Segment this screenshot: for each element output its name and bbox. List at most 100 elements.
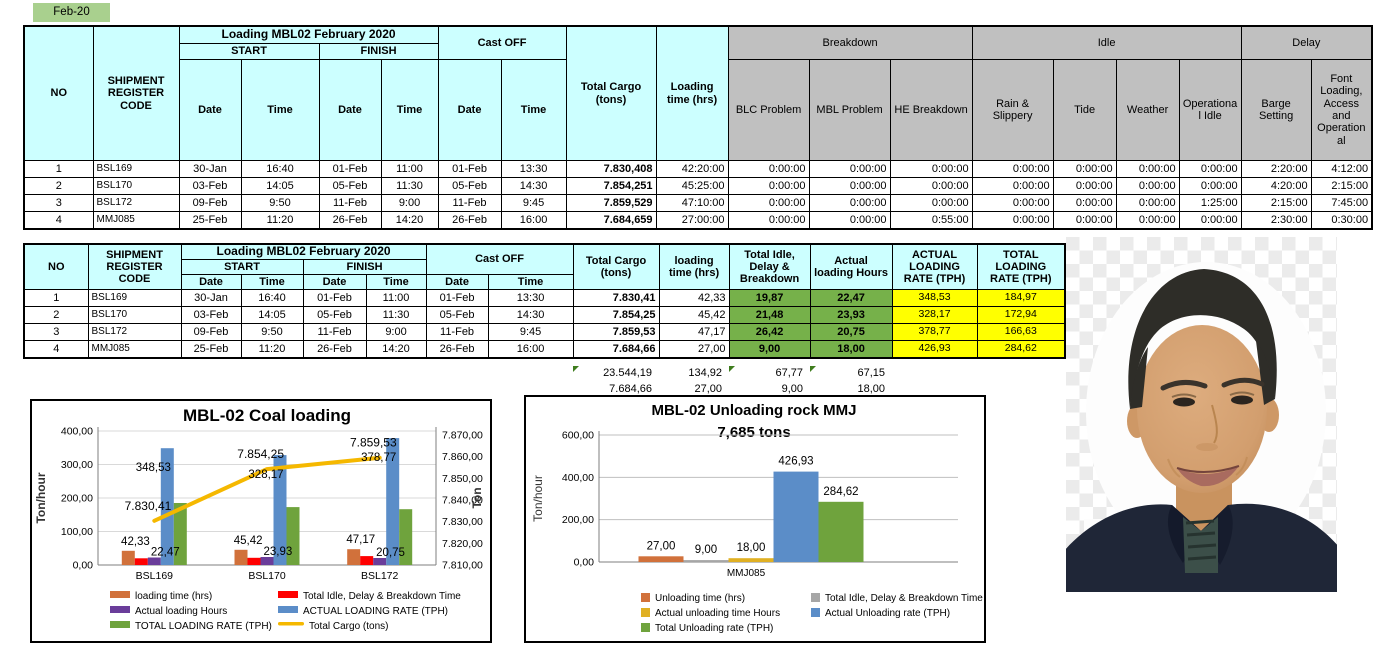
t2-cell-cargo[interactable]: 7.684,66 (572, 340, 660, 359)
t2-cell-sd[interactable]: 25-Feb (180, 340, 242, 359)
t1-cell-code[interactable]: MMJ085 (92, 211, 180, 230)
t1-cell-fd[interactable]: 05-Feb (318, 177, 382, 195)
t1-cell-he[interactable]: 0:00:00 (889, 160, 973, 178)
t2-cell-code[interactable]: MMJ085 (87, 340, 182, 359)
totals-cell[interactable]: 67,77 (728, 365, 809, 381)
header-total-cargo[interactable]: Total Cargo (tons) (565, 25, 657, 161)
t1-cell-no[interactable]: 4 (23, 211, 94, 230)
header-date-time[interactable]: Time (365, 274, 427, 290)
t1-cell-tide[interactable]: 0:00:00 (1052, 177, 1117, 195)
t1-cell-rain[interactable]: 0:00:00 (971, 160, 1054, 178)
t2-cell-fd[interactable]: 01-Feb (302, 289, 367, 307)
t2-cell-cargo[interactable]: 7.859,53 (572, 323, 660, 341)
t2-cell-trate[interactable]: 166,63 (976, 323, 1066, 341)
t1-cell-he[interactable]: 0:00:00 (889, 194, 973, 212)
header-mbl[interactable]: MBL Problem (808, 59, 891, 161)
header-font[interactable]: Font Loading, Access and Operational (1310, 59, 1373, 161)
t2-cell-trate[interactable]: 284,62 (976, 340, 1066, 359)
header-idle-group[interactable]: Idle (971, 25, 1242, 60)
t1-cell-fd[interactable]: 01-Feb (318, 160, 382, 178)
header-weather[interactable]: Weather (1115, 59, 1180, 161)
t1-cell-blc[interactable]: 0:00:00 (727, 160, 810, 178)
t1-cell-tide[interactable]: 0:00:00 (1052, 194, 1117, 212)
t2-cell-ct[interactable]: 14:30 (487, 306, 574, 324)
header-loading-group[interactable]: Loading MBL02 February 2020 (178, 25, 439, 44)
header-cast-off[interactable]: Cast OFF (425, 243, 574, 275)
t1-cell-ft[interactable]: 11:30 (380, 177, 439, 195)
header-date-time[interactable]: Time (240, 274, 304, 290)
t2-cell-st[interactable]: 9:50 (240, 323, 304, 341)
header-total-idle[interactable]: Total Idle, Delay & Breakdown (728, 243, 811, 290)
t1-cell-code[interactable]: BSL172 (92, 194, 180, 212)
t2-cell-fd[interactable]: 11-Feb (302, 323, 367, 341)
t1-cell-font[interactable]: 4:12:00 (1310, 160, 1373, 178)
t2-cell-trate[interactable]: 184,97 (976, 289, 1066, 307)
t1-cell-blc[interactable]: 0:00:00 (727, 194, 810, 212)
totals-cell[interactable]: 27,00 (694, 383, 722, 395)
t1-cell-barge[interactable]: 4:20:00 (1240, 177, 1312, 195)
t2-cell-code[interactable]: BSL172 (87, 323, 182, 341)
t1-cell-barge[interactable]: 2:20:00 (1240, 160, 1312, 178)
t1-cell-lt[interactable]: 27:00:00 (655, 211, 729, 230)
t2-cell-ct[interactable]: 16:00 (487, 340, 574, 359)
t1-cell-op_idle[interactable]: 1:25:00 (1178, 194, 1242, 212)
t2-cell-idle[interactable]: 21,48 (728, 306, 811, 324)
t1-cell-mbl[interactable]: 0:00:00 (808, 160, 891, 178)
t1-cell-ft[interactable]: 14:20 (380, 211, 439, 230)
header-operational[interactable]: Operational Idle (1178, 59, 1242, 161)
header-no[interactable]: NO (23, 243, 89, 290)
t1-cell-lt[interactable]: 47:10:00 (655, 194, 729, 212)
t1-cell-weather[interactable]: 0:00:00 (1115, 160, 1180, 178)
t1-cell-cargo[interactable]: 7.854,251 (565, 177, 657, 195)
header-start[interactable]: START (180, 259, 304, 275)
header-date-time[interactable]: Date (437, 59, 502, 161)
header-date-time[interactable]: Date (425, 274, 489, 290)
t1-cell-sd[interactable]: 30-Jan (178, 160, 242, 178)
t1-cell-he[interactable]: 0:00:00 (889, 177, 973, 195)
t1-cell-no[interactable]: 3 (23, 194, 94, 212)
t1-cell-font[interactable]: 7:45:00 (1310, 194, 1373, 212)
t2-cell-hours[interactable]: 18,00 (809, 340, 893, 359)
t1-cell-cd[interactable]: 05-Feb (437, 177, 502, 195)
t2-cell-ct[interactable]: 9:45 (487, 323, 574, 341)
t2-cell-cd[interactable]: 01-Feb (425, 289, 489, 307)
t1-cell-code[interactable]: BSL169 (92, 160, 180, 178)
t2-cell-arate[interactable]: 328,17 (891, 306, 978, 324)
t1-cell-rain[interactable]: 0:00:00 (971, 211, 1054, 230)
t1-cell-sd[interactable]: 09-Feb (178, 194, 242, 212)
t2-cell-sd[interactable]: 03-Feb (180, 306, 242, 324)
header-shipment-code[interactable]: SHIPMENT REGISTER CODE (87, 243, 182, 290)
t2-cell-ft[interactable]: 11:30 (365, 306, 427, 324)
t1-cell-ft[interactable]: 9:00 (380, 194, 439, 212)
t2-cell-ft[interactable]: 14:20 (365, 340, 427, 359)
t2-cell-cargo[interactable]: 7.854,25 (572, 306, 660, 324)
t2-cell-sd[interactable]: 30-Jan (180, 289, 242, 307)
t2-cell-cd[interactable]: 05-Feb (425, 306, 489, 324)
t1-cell-code[interactable]: BSL170 (92, 177, 180, 195)
t2-cell-idle[interactable]: 26,42 (728, 323, 811, 341)
t1-cell-cargo[interactable]: 7.830,408 (565, 160, 657, 178)
t2-cell-st[interactable]: 11:20 (240, 340, 304, 359)
header-date-time[interactable]: Time (487, 274, 574, 290)
header-breakdown-group[interactable]: Breakdown (727, 25, 973, 60)
t1-cell-ct[interactable]: 13:30 (500, 160, 567, 178)
header-date-time[interactable]: Time (240, 59, 320, 161)
t1-cell-weather[interactable]: 0:00:00 (1115, 211, 1180, 230)
t1-cell-lt[interactable]: 45:25:00 (655, 177, 729, 195)
t1-cell-mbl[interactable]: 0:00:00 (808, 194, 891, 212)
t2-cell-arate[interactable]: 378,77 (891, 323, 978, 341)
t2-cell-fd[interactable]: 26-Feb (302, 340, 367, 359)
t2-cell-lt[interactable]: 42,33 (658, 289, 730, 307)
totals-cell[interactable]: 9,00 (781, 383, 803, 395)
t2-cell-code[interactable]: BSL169 (87, 289, 182, 307)
t1-cell-ft[interactable]: 11:00 (380, 160, 439, 178)
t2-cell-st[interactable]: 14:05 (240, 306, 304, 324)
totals-cell[interactable]: 18,00 (857, 383, 885, 395)
t2-cell-idle[interactable]: 9,00 (728, 340, 811, 359)
t1-cell-st[interactable]: 14:05 (240, 177, 320, 195)
header-loading-group[interactable]: Loading MBL02 February 2020 (180, 243, 427, 260)
t2-cell-ft[interactable]: 9:00 (365, 323, 427, 341)
t1-cell-barge[interactable]: 2:15:00 (1240, 194, 1312, 212)
t2-cell-cd[interactable]: 26-Feb (425, 340, 489, 359)
t2-cell-hours[interactable]: 20,75 (809, 323, 893, 341)
